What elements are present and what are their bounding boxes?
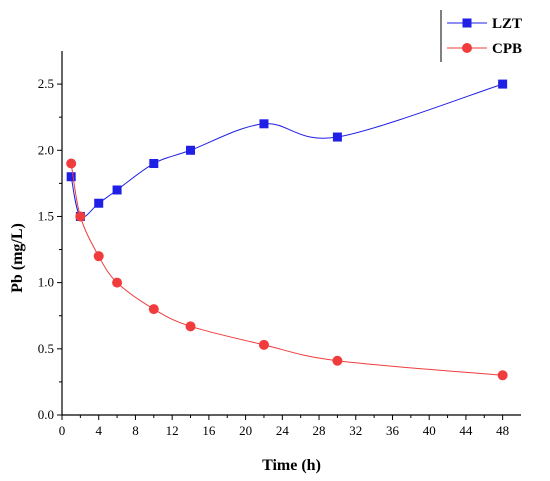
y-axis-label: Pb (mg/L) [9,223,26,293]
y-tick-label: 1.0 [38,275,54,290]
data-point-lzt [66,172,76,182]
x-tick-label: 28 [313,423,326,438]
legend-label-lzt: LZT [492,16,522,32]
data-point-lzt [332,132,342,142]
data-point-cpb [75,211,86,222]
x-tick-label: 48 [496,423,509,438]
series-layer [66,79,508,381]
y-ticks: 0.0 0.5 1.0 1.5 2.0 2.5 [38,76,62,422]
y-tick-label: 2.5 [38,76,54,91]
axes-frame [61,51,521,416]
data-point-lzt [259,119,269,129]
data-point-cpb [93,251,104,262]
y-tick-label: 0.5 [38,341,54,356]
series-line-lzt [70,83,503,218]
data-point-cpb [112,277,123,288]
data-point-cpb [332,355,343,366]
x-tick-label: 0 [59,423,66,438]
legend-marker-cpb [462,43,472,53]
x-tick-label: 40 [423,423,436,438]
x-tick-label: 12 [166,423,179,438]
series-line-cpb [70,163,503,376]
legend-label-cpb: CPB [492,41,522,57]
legend-item-lzt: LZT [447,16,522,32]
x-tick-label: 36 [386,423,400,438]
data-point-cpb [66,158,77,169]
x-tick-label: 8 [132,423,139,438]
data-point-lzt [186,145,196,155]
y-tick-label: 1.5 [38,208,54,223]
x-tick-label: 4 [95,423,102,438]
y-tick-label: 2.0 [38,142,54,157]
data-point-lzt [94,198,104,208]
data-point-lzt [112,185,122,195]
series-cpb [66,158,508,381]
legend-item-cpb: CPB [447,41,522,57]
data-point-lzt [498,79,508,89]
data-point-cpb [148,304,159,315]
data-point-cpb [258,339,269,350]
x-ticks: 0 4 8 12 16 20 24 28 32 36 40 44 48 [59,415,509,438]
x-tick-label: 44 [459,423,473,438]
x-tick-label: 32 [349,423,362,438]
series-lzt [66,79,508,221]
data-point-cpb [497,370,508,381]
x-axis-label: Time (h) [262,457,321,474]
x-tick-label: 16 [202,423,216,438]
data-point-cpb [185,321,196,332]
legend: LZT CPB [440,10,522,62]
legend-items: LZT CPB [447,16,522,57]
y-tick-label: 0.0 [38,407,54,422]
x-tick-label: 20 [239,423,252,438]
x-tick-label: 24 [276,423,290,438]
data-point-lzt [149,159,159,169]
legend-marker-lzt [462,18,472,28]
